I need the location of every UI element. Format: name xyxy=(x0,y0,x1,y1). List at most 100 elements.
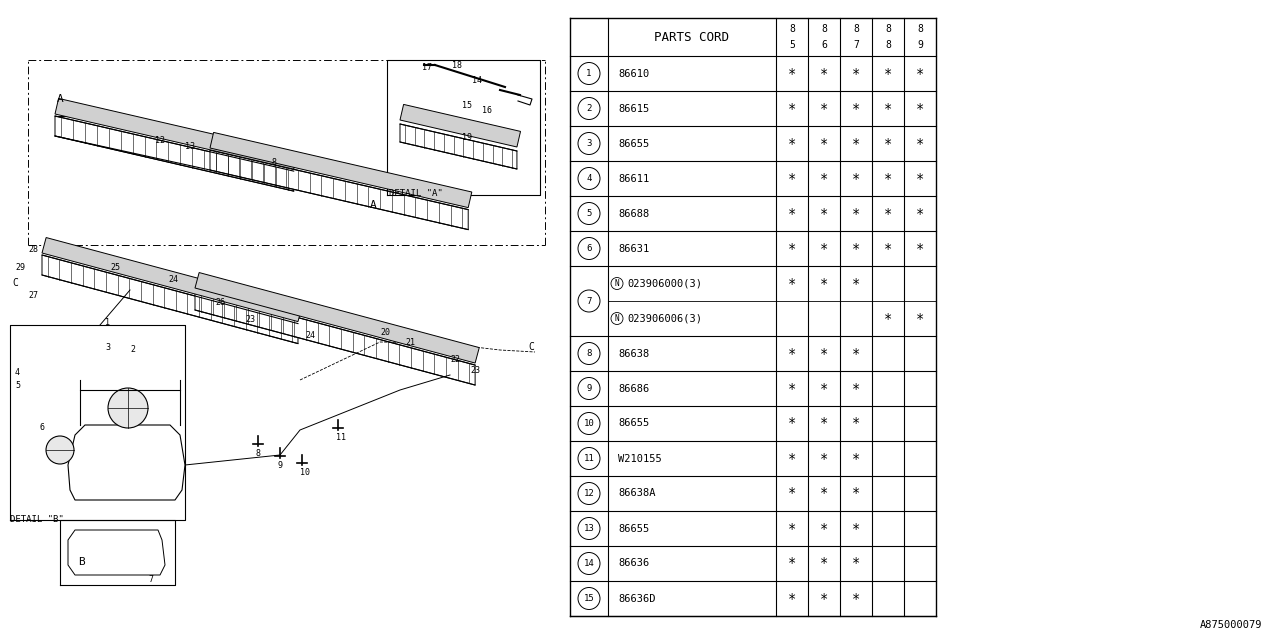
Text: *: * xyxy=(787,557,796,570)
Text: 8: 8 xyxy=(256,449,261,458)
Text: 24: 24 xyxy=(168,275,178,284)
Text: *: * xyxy=(787,276,796,291)
Text: 11: 11 xyxy=(584,454,594,463)
Text: *: * xyxy=(787,486,796,500)
Text: *: * xyxy=(819,591,828,605)
Text: 8: 8 xyxy=(820,24,827,34)
Text: *: * xyxy=(915,172,924,186)
Circle shape xyxy=(46,436,74,464)
Text: *: * xyxy=(851,207,860,221)
Text: 23: 23 xyxy=(470,366,480,375)
Text: *: * xyxy=(883,312,892,326)
Text: N: N xyxy=(614,279,620,288)
Text: 4: 4 xyxy=(586,174,591,183)
Text: 6: 6 xyxy=(820,40,827,50)
Polygon shape xyxy=(55,116,293,191)
Text: *: * xyxy=(787,207,796,221)
Text: 86615: 86615 xyxy=(618,104,649,113)
Polygon shape xyxy=(210,150,468,230)
Text: 8: 8 xyxy=(916,24,923,34)
Text: 23: 23 xyxy=(244,315,255,324)
Text: *: * xyxy=(851,241,860,255)
Text: 22: 22 xyxy=(451,355,460,364)
Text: 3: 3 xyxy=(586,139,591,148)
Text: 2: 2 xyxy=(586,104,591,113)
Text: 25: 25 xyxy=(110,263,120,272)
Text: *: * xyxy=(819,136,828,150)
Polygon shape xyxy=(195,273,479,363)
Text: 023906006(3): 023906006(3) xyxy=(627,314,701,323)
Text: 7: 7 xyxy=(852,40,859,50)
Text: *: * xyxy=(819,276,828,291)
Text: 11: 11 xyxy=(335,433,346,442)
Text: C: C xyxy=(12,278,18,288)
Polygon shape xyxy=(68,530,165,575)
Text: 20: 20 xyxy=(380,328,390,337)
Text: C: C xyxy=(529,342,534,352)
Text: *: * xyxy=(915,102,924,115)
Text: *: * xyxy=(883,241,892,255)
Text: *: * xyxy=(851,486,860,500)
Circle shape xyxy=(108,388,148,428)
Text: 21: 21 xyxy=(404,338,415,347)
Text: 3: 3 xyxy=(105,343,110,352)
Text: 5: 5 xyxy=(15,381,20,390)
Text: *: * xyxy=(819,381,828,396)
Text: 8: 8 xyxy=(788,24,795,34)
Text: 2: 2 xyxy=(131,345,134,354)
Text: 86631: 86631 xyxy=(618,243,649,253)
Text: B: B xyxy=(78,557,84,567)
Text: N: N xyxy=(614,314,620,323)
Text: PARTS CORD: PARTS CORD xyxy=(654,31,730,44)
Text: 86638A: 86638A xyxy=(618,488,655,499)
Text: 86655: 86655 xyxy=(618,419,649,429)
Text: *: * xyxy=(883,172,892,186)
Text: 10: 10 xyxy=(584,419,594,428)
Text: *: * xyxy=(787,417,796,431)
Text: *: * xyxy=(915,136,924,150)
Text: *: * xyxy=(819,241,828,255)
Text: 14: 14 xyxy=(584,559,594,568)
Text: 8: 8 xyxy=(273,158,276,167)
Text: *: * xyxy=(819,102,828,115)
Text: 86636: 86636 xyxy=(618,559,649,568)
Text: *: * xyxy=(883,136,892,150)
Text: *: * xyxy=(787,172,796,186)
Text: *: * xyxy=(819,207,828,221)
Text: 8: 8 xyxy=(586,349,591,358)
Text: *: * xyxy=(851,451,860,465)
Text: *: * xyxy=(851,172,860,186)
Text: A875000079: A875000079 xyxy=(1199,620,1262,630)
Text: *: * xyxy=(851,381,860,396)
Text: 4: 4 xyxy=(15,368,20,377)
Text: 15: 15 xyxy=(584,594,594,603)
Text: *: * xyxy=(851,276,860,291)
Text: *: * xyxy=(787,136,796,150)
Text: 13: 13 xyxy=(186,142,195,151)
Text: 86688: 86688 xyxy=(618,209,649,218)
Text: 15: 15 xyxy=(462,101,472,110)
Text: *: * xyxy=(787,102,796,115)
Text: 9: 9 xyxy=(278,461,283,470)
Text: *: * xyxy=(915,312,924,326)
Text: 9: 9 xyxy=(916,40,923,50)
Text: 7: 7 xyxy=(586,296,591,305)
Text: 6: 6 xyxy=(40,423,45,432)
Text: 14: 14 xyxy=(472,76,483,85)
Text: 8: 8 xyxy=(884,40,891,50)
Text: 5: 5 xyxy=(586,209,591,218)
Text: 6: 6 xyxy=(586,244,591,253)
Text: A: A xyxy=(58,94,64,104)
Text: 86610: 86610 xyxy=(618,68,649,79)
Text: 86655: 86655 xyxy=(618,138,649,148)
Text: *: * xyxy=(819,346,828,360)
Text: *: * xyxy=(819,486,828,500)
Text: 13: 13 xyxy=(584,524,594,533)
Text: DETAIL "B": DETAIL "B" xyxy=(10,515,64,524)
Text: *: * xyxy=(851,557,860,570)
Text: *: * xyxy=(883,102,892,115)
Text: 12: 12 xyxy=(584,489,594,498)
Text: 9: 9 xyxy=(586,384,591,393)
Polygon shape xyxy=(195,290,475,385)
Text: 86636D: 86636D xyxy=(618,593,655,604)
